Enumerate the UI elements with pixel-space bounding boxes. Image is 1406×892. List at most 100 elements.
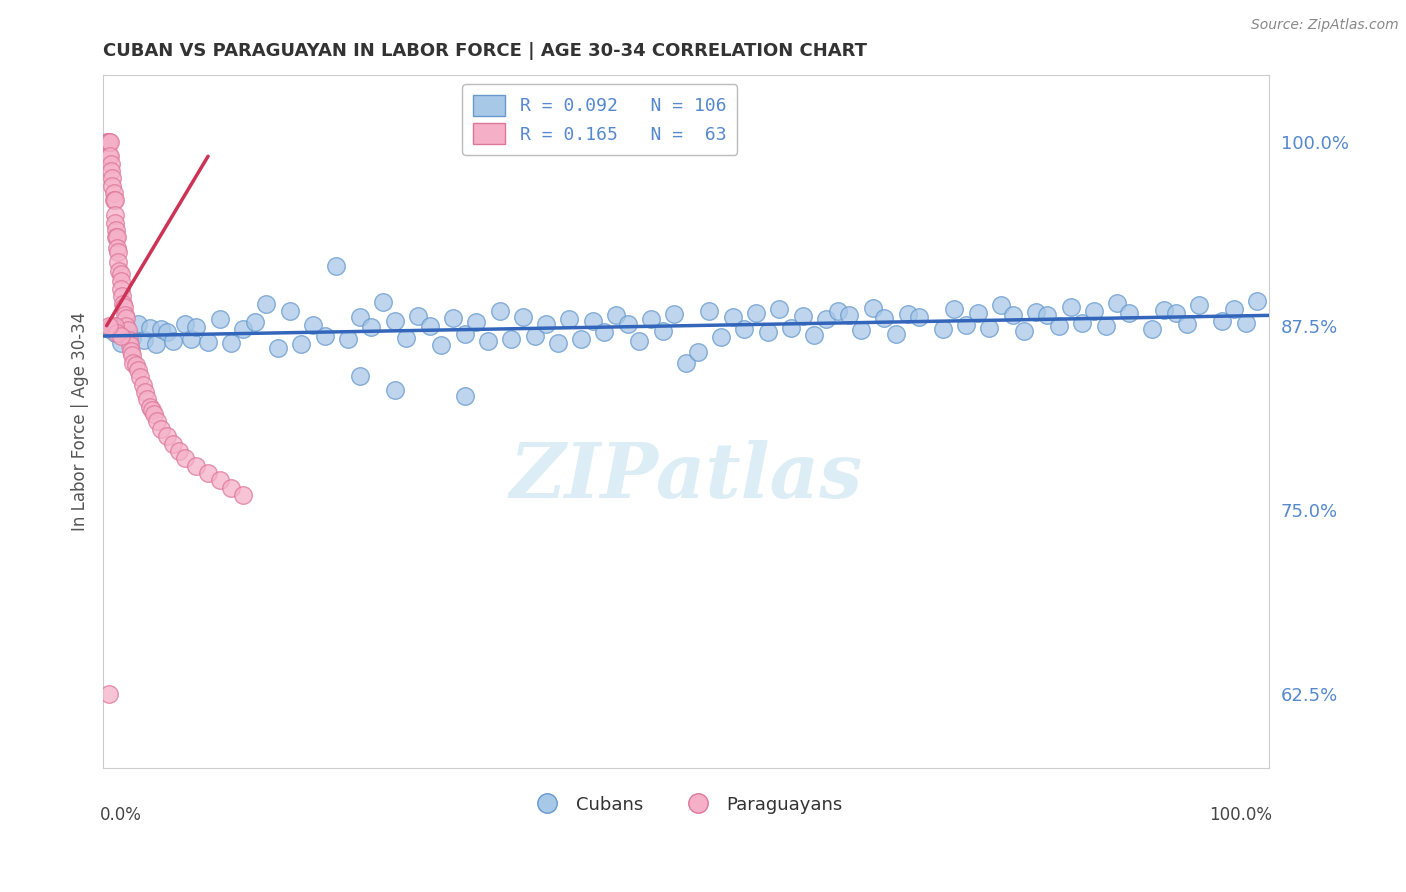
Point xyxy=(582,314,605,328)
Text: Source: ZipAtlas.com: Source: ZipAtlas.com xyxy=(1251,18,1399,32)
Point xyxy=(721,310,744,325)
Point xyxy=(838,309,860,323)
Point xyxy=(97,318,120,333)
Point xyxy=(150,322,173,336)
Point xyxy=(488,304,510,318)
Point xyxy=(441,311,464,326)
Point xyxy=(127,363,149,377)
Point xyxy=(792,310,814,324)
Point xyxy=(1083,304,1105,318)
Point xyxy=(162,436,184,450)
Point xyxy=(1211,313,1233,327)
Point xyxy=(221,335,243,350)
Point xyxy=(628,334,651,349)
Legend: Cubans, Paraguayans: Cubans, Paraguayans xyxy=(522,789,851,821)
Point xyxy=(593,325,616,339)
Point xyxy=(477,334,499,348)
Point xyxy=(145,337,167,351)
Point xyxy=(136,392,159,407)
Point xyxy=(117,323,139,337)
Point xyxy=(1036,308,1059,322)
Point xyxy=(349,310,371,324)
Point xyxy=(1107,296,1129,310)
Point xyxy=(100,164,122,178)
Point xyxy=(139,400,162,414)
Point xyxy=(104,326,127,340)
Point xyxy=(101,318,124,333)
Point xyxy=(197,334,219,349)
Point xyxy=(114,309,136,323)
Point xyxy=(127,317,149,331)
Point xyxy=(558,312,581,326)
Point xyxy=(768,302,790,317)
Point xyxy=(156,325,179,339)
Point xyxy=(173,451,195,466)
Point xyxy=(208,312,231,326)
Point xyxy=(897,307,920,321)
Point xyxy=(121,348,143,362)
Point xyxy=(814,311,837,326)
Point xyxy=(336,332,359,346)
Point xyxy=(232,488,254,502)
Point xyxy=(115,324,138,338)
Point xyxy=(100,156,122,170)
Point xyxy=(908,310,931,325)
Point xyxy=(780,321,803,335)
Point xyxy=(197,466,219,480)
Point xyxy=(979,320,1001,334)
Point xyxy=(186,458,208,473)
Point xyxy=(955,318,977,333)
Point xyxy=(145,414,167,428)
Point xyxy=(150,422,173,436)
Point xyxy=(756,325,779,339)
Point xyxy=(97,321,120,335)
Point xyxy=(162,334,184,348)
Point xyxy=(1012,325,1035,339)
Point xyxy=(122,355,145,369)
Point xyxy=(97,135,120,149)
Point xyxy=(104,215,127,229)
Point xyxy=(501,332,523,346)
Point xyxy=(115,318,138,333)
Point xyxy=(465,315,488,329)
Point xyxy=(101,178,124,193)
Point xyxy=(105,326,128,340)
Point xyxy=(111,296,134,310)
Point xyxy=(112,300,135,314)
Point xyxy=(453,326,475,341)
Point xyxy=(1060,300,1083,314)
Point xyxy=(129,370,152,384)
Point xyxy=(406,309,429,323)
Point xyxy=(103,194,125,208)
Point xyxy=(605,308,627,322)
Point xyxy=(512,310,534,324)
Point xyxy=(139,320,162,334)
Text: CUBAN VS PARAGUAYAN IN LABOR FORCE | AGE 30-34 CORRELATION CHART: CUBAN VS PARAGUAYAN IN LABOR FORCE | AGE… xyxy=(103,42,868,60)
Point xyxy=(290,337,312,351)
Point xyxy=(120,343,142,358)
Text: 0.0%: 0.0% xyxy=(100,805,142,824)
Point xyxy=(1047,319,1070,334)
Point xyxy=(616,317,638,331)
Point xyxy=(523,328,546,343)
Point xyxy=(419,318,441,333)
Point xyxy=(547,335,569,350)
Point xyxy=(675,355,697,369)
Point xyxy=(173,317,195,331)
Point xyxy=(267,341,290,355)
Point xyxy=(156,429,179,443)
Point xyxy=(1001,309,1024,323)
Point xyxy=(221,481,243,495)
Point xyxy=(208,474,231,488)
Point xyxy=(254,296,277,310)
Point xyxy=(1164,305,1187,319)
Point xyxy=(1142,322,1164,336)
Point xyxy=(931,321,953,335)
Point xyxy=(569,332,592,346)
Point xyxy=(710,330,733,344)
Point xyxy=(132,377,155,392)
Point xyxy=(108,264,131,278)
Point xyxy=(1188,298,1211,312)
Point xyxy=(314,329,336,343)
Point xyxy=(1118,306,1140,320)
